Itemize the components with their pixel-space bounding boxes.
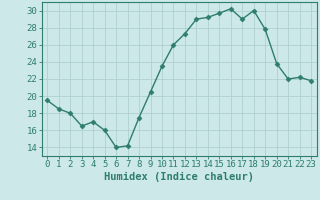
X-axis label: Humidex (Indice chaleur): Humidex (Indice chaleur) (104, 172, 254, 182)
